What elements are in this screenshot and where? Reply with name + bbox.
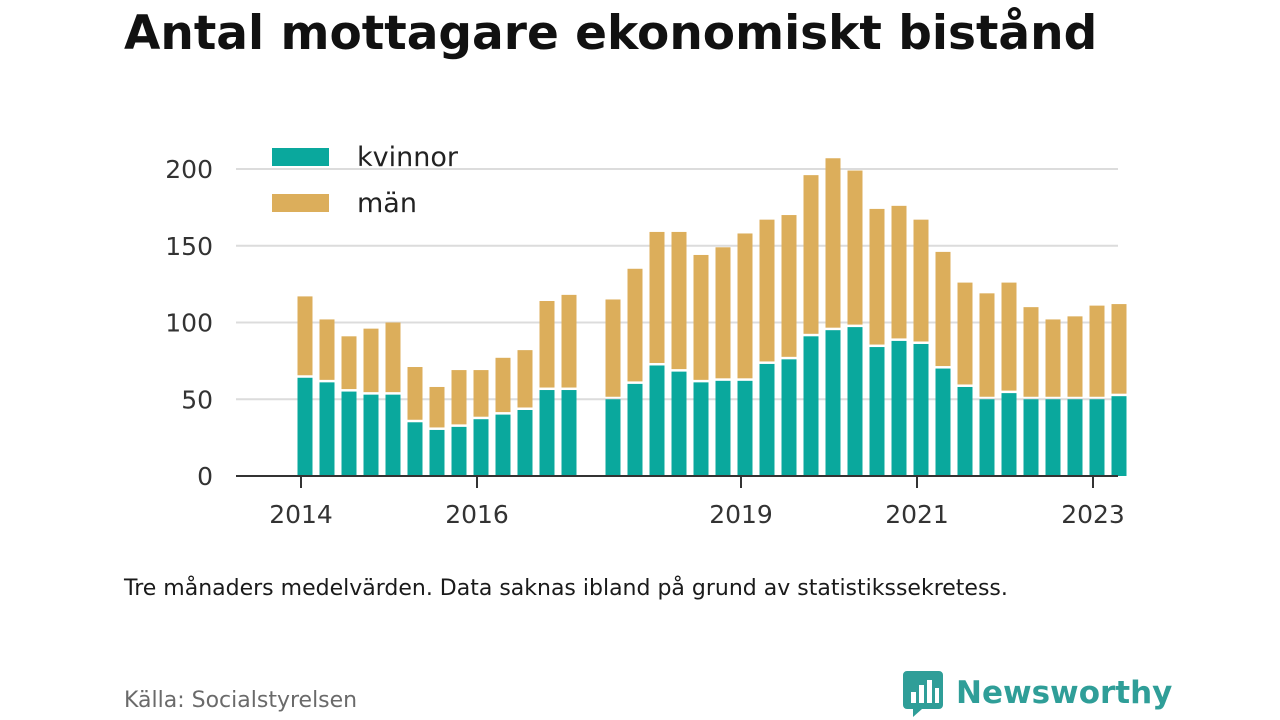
bar-kvinnor [957,386,973,476]
y-tick-label: 0 [197,462,213,491]
bar-män [715,247,731,379]
legend-label-män: män [357,188,417,219]
bar-män [737,233,753,379]
bar-kvinnor [451,426,467,476]
bar-män [671,231,687,370]
bar-kvinnor [627,383,643,476]
bar-kvinnor [517,409,533,476]
legend-swatch-kvinnor [272,148,329,166]
bar-män [979,293,995,397]
bar-män [495,357,511,413]
x-tick-label: 2021 [885,500,949,529]
bar-män [341,336,357,390]
bar-män [517,350,533,408]
brand-logo: Newsworthy [902,668,1172,718]
bar-kvinnor [495,414,511,476]
bar-kvinnor [1111,396,1127,476]
bar-män [1111,304,1127,394]
bar-kvinnor [561,390,577,476]
bar-män [385,322,401,393]
bar-kvinnor [319,382,335,476]
bar-män [935,251,951,367]
bar-män [1023,307,1039,397]
bar-kvinnor [671,371,687,476]
bar-kvinnor [715,380,731,476]
newsworthy-logo-icon [903,671,943,717]
bar-kvinnor [913,343,929,476]
bar-män [1089,305,1105,397]
bars [297,158,1127,476]
y-tick-label: 200 [165,155,213,184]
bar-män [451,370,467,425]
source-note: Källa: Socialstyrelsen [124,688,358,713]
bar-kvinnor [1045,399,1061,476]
bar-män [759,219,775,362]
y-tick-label: 100 [165,309,213,338]
bar-kvinnor [1001,393,1017,476]
bar-män [605,299,621,397]
bar-kvinnor [1023,399,1039,476]
bar-män [1067,316,1083,397]
x-tick-label: 2023 [1061,500,1125,529]
bar-kvinnor [429,429,445,476]
bar-kvinnor [1089,399,1105,476]
bar-kvinnor [473,419,489,476]
bar-män [627,268,643,382]
bar-män [473,370,489,417]
bar-kvinnor [935,368,951,476]
bar-män [429,386,445,428]
bar-män [869,208,885,345]
y-tick-label: 150 [165,232,213,261]
bar-män [781,215,797,357]
axes: 0 50 100 150 200 2014 2016 2019 2021 2023 [165,155,1125,529]
bar-kvinnor [847,327,863,476]
bar-kvinnor [693,382,709,476]
bar-kvinnor [825,330,841,476]
x-tick-label: 2014 [269,500,333,529]
x-tick-label: 2019 [709,500,773,529]
bar-män [539,301,555,388]
bar-kvinnor [407,422,423,476]
bar-män [319,319,335,380]
bar-kvinnor [759,363,775,476]
bar-kvinnor [781,359,797,476]
bar-kvinnor [1067,399,1083,476]
bar-kvinnor [979,399,995,476]
bar-chart: 0 50 100 150 200 2014 2016 2019 2021 2023 kvinnor… [165,142,1127,529]
legend-label-kvinnor: kvinnor [357,142,459,173]
bar-kvinnor [341,391,357,476]
bar-män [1001,282,1017,391]
bar-män [407,367,423,420]
bar-kvinnor [363,394,379,476]
bar-män [297,296,313,376]
bar-kvinnor [803,336,819,476]
brand-name: Newsworthy [956,675,1173,711]
chart-title: Antal mottagare ekonomiskt bistånd [124,6,1098,61]
bar-kvinnor [737,380,753,476]
bar-män [957,282,973,385]
bar-män [363,328,379,393]
bar-män [649,231,665,363]
y-tick-label: 50 [181,385,213,414]
bar-män [803,175,819,334]
bar-män [913,219,929,342]
bar-män [891,205,907,339]
bar-män [693,254,709,380]
bar-kvinnor [869,347,885,476]
chart-subtitle: Tre månaders medelvärden. Data saknas ib… [124,576,1008,601]
bar-män [847,170,863,325]
bar-kvinnor [605,399,621,476]
bar-kvinnor [539,390,555,476]
legend-swatch-män [272,194,329,212]
bar-kvinnor [385,394,401,476]
x-tick-label: 2016 [445,500,509,529]
bar-kvinnor [891,340,907,476]
legend: kvinnor män [272,142,459,219]
bar-kvinnor [297,377,313,476]
bar-kvinnor [649,365,665,476]
bar-män [1045,319,1061,397]
bar-män [561,294,577,388]
bar-män [825,158,841,328]
